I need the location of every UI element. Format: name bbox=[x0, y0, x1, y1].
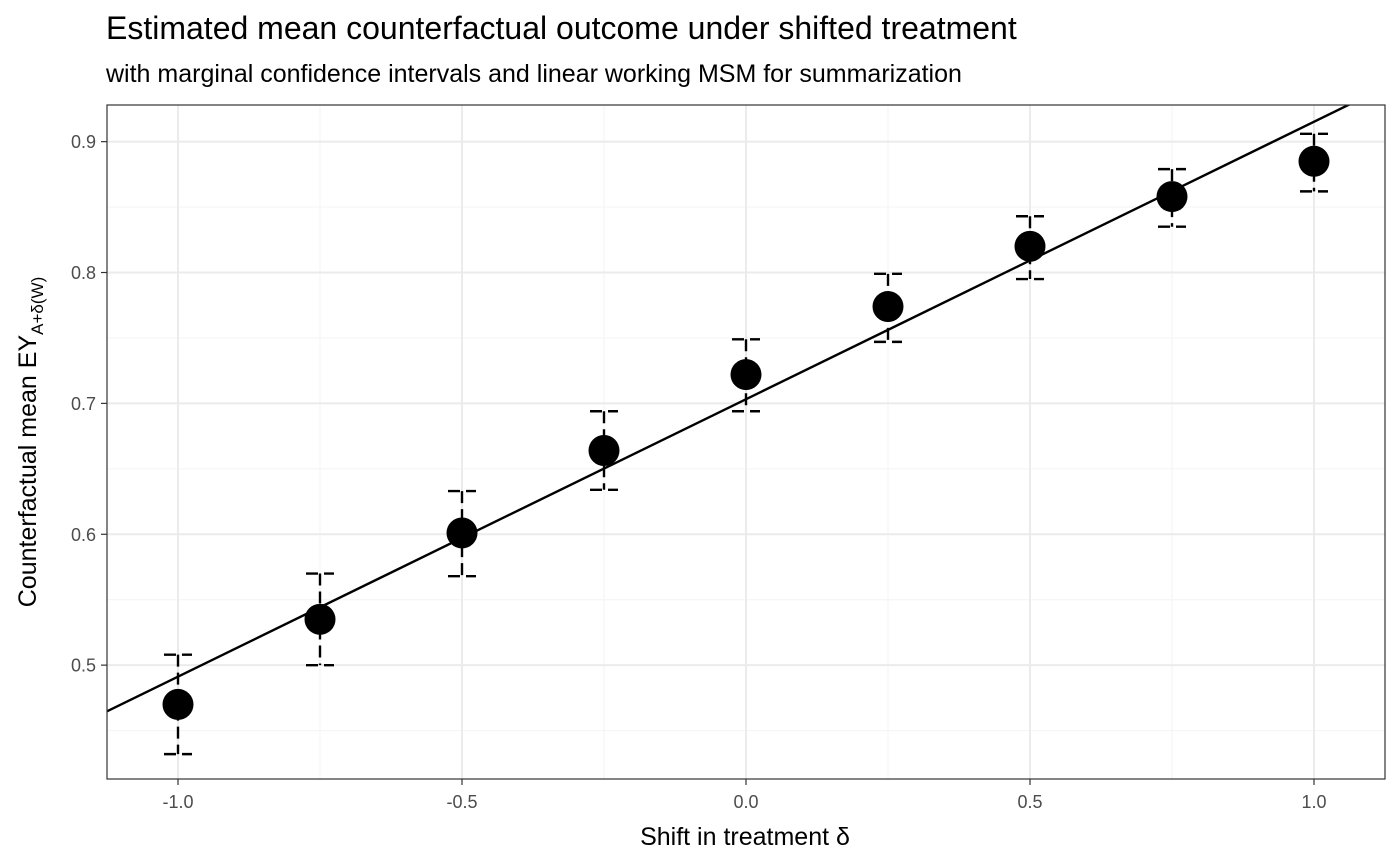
data-point bbox=[872, 291, 904, 323]
y-axis-title: Counterfactual mean EYA+δ(W) bbox=[14, 277, 47, 608]
chart-subtitle: with marginal confidence intervals and l… bbox=[106, 60, 962, 88]
x-tick-label: 1.0 bbox=[1301, 792, 1326, 812]
y-tick-label: 0.5 bbox=[71, 656, 96, 676]
x-tick-label: -0.5 bbox=[446, 792, 477, 812]
error-bar bbox=[1016, 215, 1044, 281]
data-point bbox=[162, 688, 194, 720]
grid-major bbox=[107, 105, 1385, 779]
data-point bbox=[1298, 145, 1330, 177]
y-tick-label: 0.9 bbox=[71, 132, 96, 152]
x-tick-label: 0.0 bbox=[733, 792, 758, 812]
error-bars bbox=[164, 132, 1328, 756]
data-point bbox=[446, 517, 478, 549]
data-point bbox=[588, 435, 620, 467]
data-points bbox=[162, 145, 1330, 720]
x-axis-title: Shift in treatment δ bbox=[640, 823, 850, 851]
error-bar bbox=[874, 272, 902, 344]
y-axis-title-main: Counterfactual mean EY bbox=[14, 335, 42, 608]
data-point bbox=[730, 359, 762, 391]
y-tick-label: 0.6 bbox=[71, 525, 96, 545]
data-point bbox=[304, 603, 336, 635]
x-tick-label: -1.0 bbox=[162, 792, 193, 812]
error-bar bbox=[732, 338, 760, 413]
error-bar bbox=[164, 653, 192, 756]
x-tick-label: 0.5 bbox=[1017, 792, 1042, 812]
y-tick-label: 0.8 bbox=[71, 263, 96, 283]
x-axis-ticks: -1.0 -0.5 0.0 0.5 1.0 bbox=[162, 779, 1327, 812]
y-axis-ticks: 0.5 0.6 0.7 0.8 0.9 bbox=[71, 132, 107, 676]
y-axis-title-subscript: A+δ(W) bbox=[28, 277, 47, 335]
chart-title: Estimated mean counterfactual outcome un… bbox=[106, 10, 1017, 46]
y-tick-label: 0.7 bbox=[71, 394, 96, 414]
data-point bbox=[1014, 230, 1046, 262]
data-point bbox=[1156, 181, 1188, 213]
